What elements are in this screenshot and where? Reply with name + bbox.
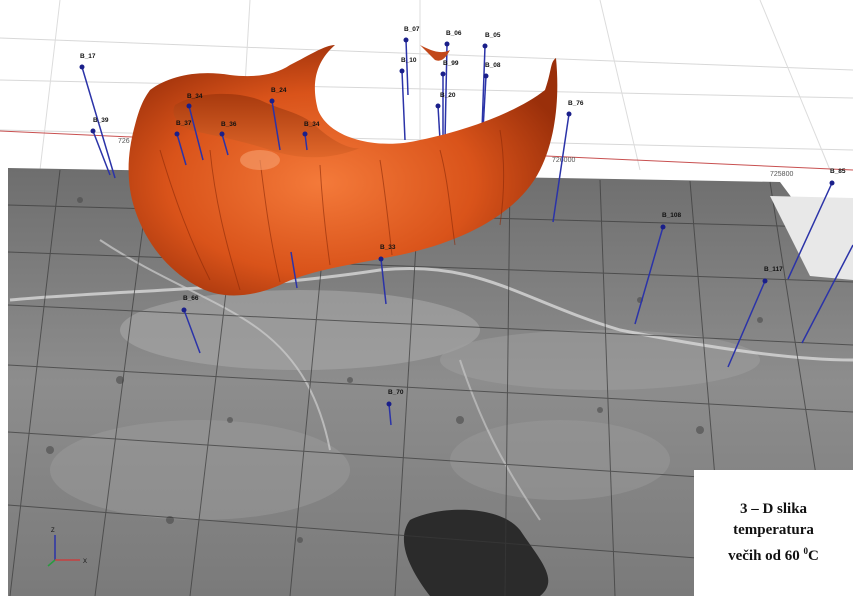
label-b37: B_37 xyxy=(176,120,192,127)
grid-label-mid: 726000 xyxy=(552,157,575,164)
label-b33: B_33 xyxy=(380,244,396,251)
label-b70: B_70 xyxy=(388,389,404,396)
caption-degree: 0 xyxy=(803,546,809,556)
label-b99: B_99 xyxy=(443,60,459,67)
temperature-isosurface xyxy=(128,45,558,296)
label-b108: B_108 xyxy=(662,212,682,219)
label-b117: B_117 xyxy=(764,266,783,273)
axis-triad: Z X xyxy=(47,528,87,567)
caption-line-1: 3 – D slika xyxy=(739,501,808,517)
label-b85: B_85 xyxy=(830,168,846,175)
label-b24: B_24 xyxy=(271,87,287,94)
label-b34: B_34 xyxy=(187,93,203,100)
label-b76: B_76 xyxy=(568,100,584,107)
label-b39: B_39 xyxy=(93,117,109,124)
label-b36: B_36 xyxy=(221,121,237,128)
label-b34b: B_34 xyxy=(304,121,320,128)
label-b07: B_07 xyxy=(404,26,420,33)
label-b08: B_08 xyxy=(485,62,501,69)
borehole-labels: B_17 B_39 B_34 B_24 B_37 B_36 B_34 B_07 … xyxy=(80,26,846,396)
label-b06: B_06 xyxy=(446,30,462,37)
axis-x-label: X xyxy=(83,559,87,565)
grid-label-right: 725800 xyxy=(770,171,793,178)
caption-line-2: temperatura xyxy=(733,522,814,538)
axis-z-label: Z xyxy=(51,528,55,534)
boreholes-back xyxy=(81,39,487,179)
caption-unit: C xyxy=(808,548,819,564)
boreholes-front xyxy=(176,100,853,426)
label-b05: B_05 xyxy=(485,32,501,39)
label-b20: B_20 xyxy=(440,92,456,99)
grid-label-left: 726 xyxy=(118,138,130,145)
caption-box: 3 – D slika temperatura večih od 60 0C xyxy=(694,470,853,596)
label-b17: B_17 xyxy=(80,53,96,60)
caption-line-3: večih od 60 0C xyxy=(694,541,853,567)
label-b66: B_66 xyxy=(183,295,199,302)
caption-line-3-prefix: večih od 60 xyxy=(728,548,804,564)
borehole-markers xyxy=(79,37,835,407)
label-b10: B_10 xyxy=(401,57,417,64)
